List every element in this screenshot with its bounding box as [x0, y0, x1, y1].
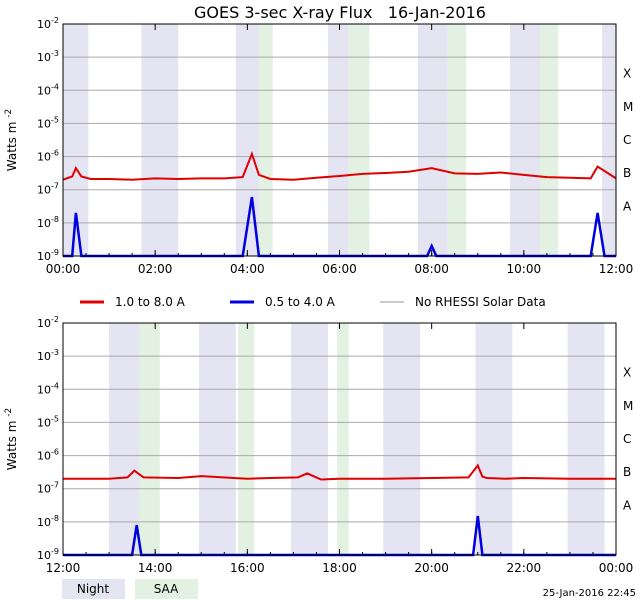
band-legend-swatch — [62, 579, 125, 599]
band-legend: Night SAA — [62, 579, 198, 599]
flare-class-label: C — [623, 432, 631, 446]
saa-band — [447, 24, 467, 256]
flare-class-label: M — [623, 399, 633, 413]
x-tick-label: 22:00 — [507, 561, 542, 575]
saa-band — [139, 323, 160, 555]
saa-band — [238, 323, 255, 555]
night-band — [198, 323, 236, 555]
x-tick-label: 20:00 — [414, 561, 449, 575]
x-tick-label: 14:00 — [138, 561, 173, 575]
saa-band — [337, 323, 349, 555]
x-tick-label: 00:00 — [599, 561, 634, 575]
flare-class-label: A — [623, 498, 632, 512]
y-tick-label: 10-3 — [37, 49, 59, 64]
y-tick-label: 10-3 — [37, 348, 59, 363]
x-tick-label: 12:00 — [46, 561, 81, 575]
x-tick-label: 02:00 — [138, 262, 173, 276]
y-axis-label: Watts m -2 — [4, 109, 19, 171]
y-tick-label: 10-5 — [37, 414, 59, 429]
y-tick-label: 10-8 — [37, 215, 59, 230]
night-band — [602, 24, 616, 256]
y-tick-label: 10-6 — [37, 448, 59, 463]
series-line-long — [62, 150, 617, 181]
series-line-long — [63, 463, 616, 481]
flare-class-label: X — [623, 67, 631, 81]
night-band — [327, 24, 349, 256]
saa-band — [539, 24, 559, 256]
y-tick-label: 10-5 — [37, 115, 59, 130]
night-band — [417, 24, 448, 256]
x-tick-label: 00:00 — [46, 262, 81, 276]
band-legend-swatch — [135, 579, 198, 599]
y-axis-label: Watts m -2 — [4, 408, 19, 470]
y-tick-label: 10-8 — [37, 514, 59, 529]
x-tick-label: 06:00 — [322, 262, 357, 276]
x-tick-label: 08:00 — [414, 262, 449, 276]
plot-frame — [62, 23, 617, 257]
band-legend-label: SAA — [154, 582, 179, 596]
night-band — [141, 24, 179, 256]
y-tick-label: 10-4 — [37, 82, 59, 97]
footer-timestamp: 25-Jan-2016 22:45 — [543, 588, 636, 599]
panel-bottom: 10-9 10-8 10-7 10-6 10-5 10-4 10-3 10-2 A B C M X 12:… — [4, 315, 633, 575]
legend-label: 0.5 to 4.0 A — [265, 295, 336, 309]
night-band — [109, 323, 144, 555]
night-band — [383, 323, 421, 555]
flare-class-label: C — [623, 133, 631, 147]
y-tick-label: 10-4 — [37, 381, 59, 396]
night-band — [475, 323, 513, 555]
x-tick-label: 16:00 — [230, 561, 265, 575]
panel-top: 10-9 10-8 10-7 10-6 10-5 10-4 10-3 10-2 A B C M X 00:… — [4, 16, 633, 276]
y-tick-label: 10-2 — [37, 16, 59, 31]
series-legend: 1.0 to 8.0 A 0.5 to 4.0 A No RHESSI Solar … — [80, 295, 546, 309]
plot-frame — [62, 322, 617, 556]
flare-class-label: B — [623, 166, 631, 180]
saa-band — [348, 24, 370, 256]
legend-label: 1.0 to 8.0 A — [115, 295, 186, 309]
y-tick-label: 10-9 — [37, 248, 59, 263]
flare-class-label: M — [623, 100, 633, 114]
y-tick-label: 10-7 — [37, 182, 59, 197]
saa-band — [258, 24, 273, 256]
legend-label: No RHESSI Solar Data — [415, 295, 546, 309]
band-legend-label: Night — [77, 582, 110, 596]
y-tick-label: 10-9 — [37, 547, 59, 562]
x-tick-label: 10:00 — [507, 262, 542, 276]
y-tick-label: 10-7 — [37, 481, 59, 496]
x-tick-label: 04:00 — [230, 262, 265, 276]
y-tick-label: 10-6 — [37, 149, 59, 164]
y-tick-label: 10-2 — [37, 315, 59, 330]
night-band — [510, 24, 540, 256]
flare-class-label: B — [623, 465, 631, 479]
night-band — [291, 323, 328, 555]
flare-class-label: X — [623, 366, 631, 380]
x-tick-label: 18:00 — [322, 561, 357, 575]
chart-title: GOES 3-sec X-ray Flux 16-Jan-2016 — [194, 3, 486, 22]
night-band — [567, 323, 605, 555]
x-tick-label: 12:00 — [599, 262, 634, 276]
flare-class-label: A — [623, 199, 632, 213]
